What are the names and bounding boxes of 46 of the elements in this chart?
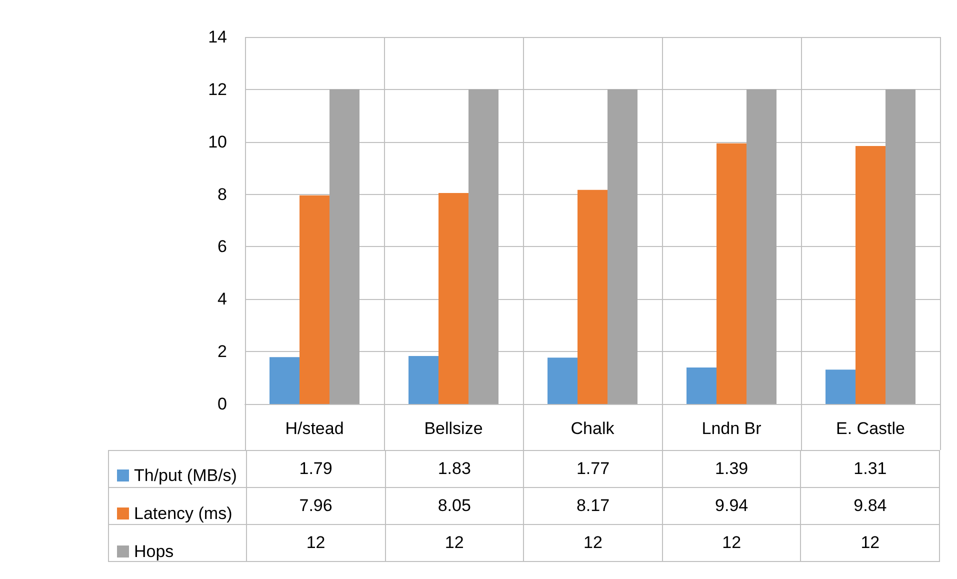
data-label: 8.17 — [524, 488, 662, 524]
data-label: 8.05 — [385, 488, 524, 524]
x-tick-label: Lndn Br — [702, 419, 762, 438]
bar — [468, 89, 498, 404]
data-label: 1.77 — [524, 450, 662, 488]
bar — [686, 368, 716, 404]
data-label: 1.31 — [800, 450, 940, 488]
data-label: 12 — [385, 524, 524, 562]
bar — [438, 192, 468, 404]
data-label: 12 — [524, 524, 662, 562]
data-label: 9.84 — [800, 488, 940, 524]
bar — [608, 89, 638, 404]
y-tick-label: 6 — [218, 237, 227, 256]
y-tick-label: 10 — [208, 132, 227, 152]
bar — [548, 358, 578, 404]
data-label: 7.96 — [246, 488, 386, 524]
data-label: 12 — [246, 524, 386, 562]
bar — [826, 370, 856, 404]
x-tick-label: H/stead — [285, 419, 344, 438]
x-tick-label: Bellsize — [424, 419, 483, 438]
x-tick-label: E. Castle — [836, 419, 905, 438]
y-tick-label: 14 — [208, 28, 227, 46]
x-tick-label: Chalk — [570, 419, 615, 438]
bar — [746, 89, 776, 404]
y-tick-label: 4 — [218, 290, 227, 309]
data-label: 9.94 — [662, 488, 801, 524]
bar — [716, 143, 746, 404]
data-label: 12 — [662, 524, 801, 562]
y-tick-label: 8 — [218, 184, 227, 204]
legend-label: Latency (ms) — [134, 504, 232, 523]
legend-label: Hops — [134, 542, 174, 561]
data-label: 1.39 — [662, 450, 801, 488]
data-label: 1.79 — [246, 450, 386, 488]
bar — [270, 357, 300, 404]
y-tick-label: 0 — [218, 394, 227, 414]
bar — [578, 190, 608, 404]
bar — [856, 146, 886, 404]
data-label: 12 — [800, 524, 940, 562]
y-tick-label: 2 — [218, 342, 227, 362]
y-tick-label: 12 — [208, 80, 227, 99]
data-label: 1.83 — [385, 450, 524, 488]
bar — [886, 89, 916, 404]
bar — [408, 356, 438, 404]
legend-label: Th/put (MB/s) — [134, 466, 237, 485]
bar — [330, 89, 360, 404]
bar — [300, 195, 330, 404]
